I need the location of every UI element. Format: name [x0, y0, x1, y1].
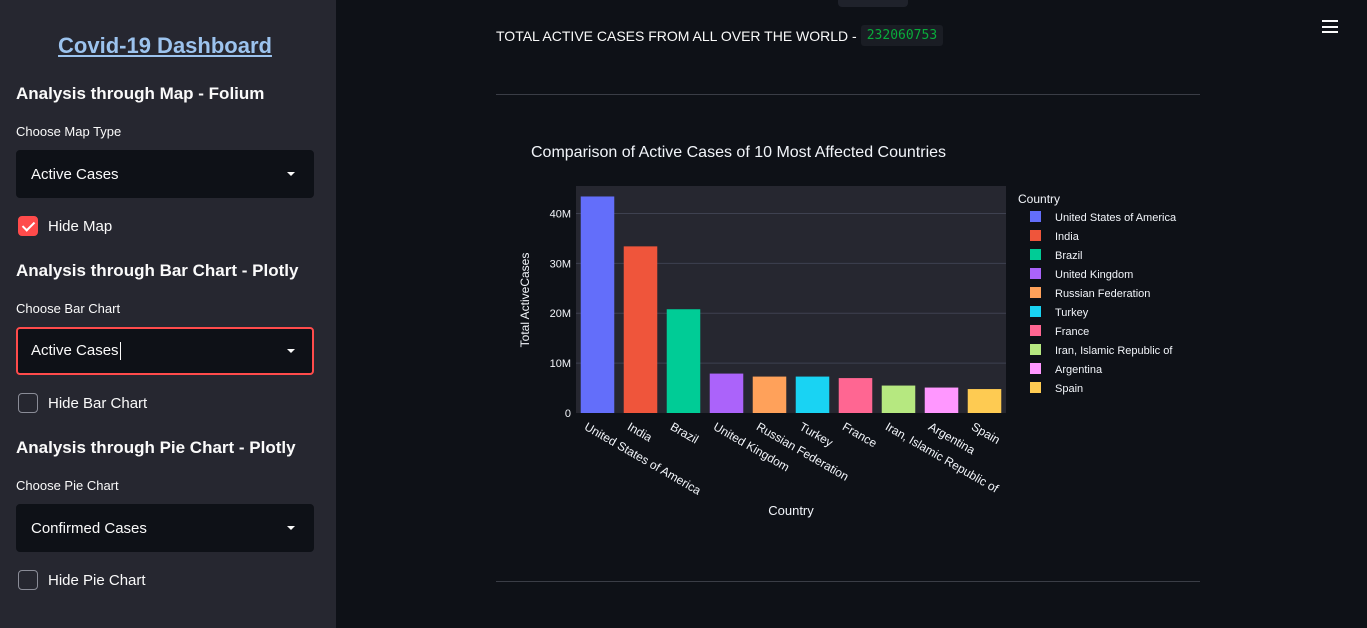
hide-map-checkbox[interactable]	[18, 216, 38, 236]
bar[interactable]	[709, 373, 744, 413]
bar[interactable]	[967, 389, 1002, 413]
map-type-select[interactable]: Active Cases	[16, 150, 314, 198]
pie-chart-select[interactable]: Confirmed Cases	[16, 504, 314, 552]
divider	[496, 94, 1200, 95]
legend-item[interactable]: India	[1055, 231, 1080, 243]
bar[interactable]	[623, 246, 658, 413]
hide-pie-chart-label: Hide Pie Chart	[48, 571, 146, 589]
y-tick-label: 10M	[550, 358, 571, 370]
total-active-cases-value: 232060753	[860, 25, 944, 46]
x-tick-label: Brazil	[668, 419, 701, 446]
map-type-select-value: Active Cases	[31, 165, 119, 183]
bar[interactable]	[924, 387, 959, 413]
status-widget-stub	[838, 0, 908, 7]
y-tick-label: 20M	[550, 308, 571, 320]
bar-chart-select[interactable]: Active Cases	[16, 327, 314, 375]
legend-swatch[interactable]	[1030, 249, 1041, 260]
y-tick-label: 30M	[550, 258, 571, 270]
legend-swatch[interactable]	[1030, 268, 1041, 279]
bar-section-heading: Analysis through Bar Chart - Plotly	[16, 261, 299, 280]
legend-swatch[interactable]	[1030, 382, 1041, 393]
chevron-down-icon	[287, 349, 295, 353]
y-axis-title: Total ActiveCases	[518, 253, 532, 348]
bar[interactable]	[795, 376, 830, 413]
hide-map-checkbox-row[interactable]: Hide Map	[18, 216, 112, 236]
map-section-heading: Analysis through Map - Folium	[16, 84, 265, 103]
pie-chart-label: Choose Pie Chart	[16, 478, 119, 493]
legend-swatch[interactable]	[1030, 211, 1041, 222]
hide-bar-chart-checkbox[interactable]	[18, 393, 38, 413]
legend-swatch[interactable]	[1030, 363, 1041, 374]
bar[interactable]	[838, 378, 873, 413]
legend-swatch[interactable]	[1030, 325, 1041, 336]
chart-title: Comparison of Active Cases of 10 Most Af…	[531, 144, 946, 161]
sidebar: Covid-19 Dashboard Analysis through Map …	[0, 0, 336, 628]
hide-map-label: Hide Map	[48, 217, 113, 235]
total-active-cases-label: TOTAL ACTIVE CASES FROM ALL OVER THE WOR…	[496, 27, 857, 44]
x-tick-label: United Kingdom	[711, 419, 792, 474]
legend-item[interactable]: Spain	[1055, 383, 1083, 395]
legend-item[interactable]: United Kingdom	[1055, 269, 1133, 281]
divider	[496, 581, 1200, 582]
hide-bar-chart-label: Hide Bar Chart	[48, 394, 148, 412]
text-cursor	[119, 342, 121, 361]
y-tick-label: 0	[565, 408, 571, 420]
hide-bar-chart-checkbox-row[interactable]: Hide Bar Chart	[18, 393, 147, 413]
legend-item[interactable]: Brazil	[1055, 250, 1083, 262]
legend-swatch[interactable]	[1030, 230, 1041, 241]
map-type-label: Choose Map Type	[16, 124, 122, 139]
legend-title: Country	[1018, 192, 1060, 206]
legend-item[interactable]: Russian Federation	[1055, 288, 1150, 300]
pie-section-heading: Analysis through Pie Chart - Plotly	[16, 438, 296, 457]
bar-chart-svg: Comparison of Active Cases of 10 Most Af…	[518, 144, 1177, 518]
legend-item[interactable]: Iran, Islamic Republic of	[1055, 345, 1173, 357]
bar[interactable]	[881, 385, 916, 413]
pie-chart-select-value: Confirmed Cases	[31, 519, 147, 537]
x-axis-title: Country	[768, 503, 814, 518]
hamburger-menu-icon[interactable]	[1322, 20, 1338, 34]
hide-pie-chart-checkbox[interactable]	[18, 570, 38, 590]
chevron-down-icon	[287, 172, 295, 176]
legend-swatch[interactable]	[1030, 344, 1041, 355]
bar[interactable]	[752, 376, 787, 413]
y-tick-label: 40M	[550, 208, 571, 220]
x-tick-label: India	[625, 419, 655, 444]
legend-item[interactable]: Argentina	[1055, 364, 1103, 376]
total-active-cases: TOTAL ACTIVE CASES FROM ALL OVER THE WOR…	[496, 25, 944, 46]
bar[interactable]	[580, 196, 615, 413]
legend-swatch[interactable]	[1030, 287, 1041, 298]
bar-chart-label: Choose Bar Chart	[16, 301, 121, 316]
bar[interactable]	[666, 309, 701, 413]
chevron-down-icon	[287, 526, 295, 530]
bar-chart: Comparison of Active Cases of 10 Most Af…	[496, 120, 1200, 540]
hide-pie-chart-checkbox-row[interactable]: Hide Pie Chart	[18, 570, 146, 590]
legend-item[interactable]: Turkey	[1055, 307, 1089, 319]
x-tick-label: France	[840, 419, 880, 450]
bar-chart-select-value: Active Cases	[31, 341, 119, 359]
app-title-link[interactable]: Covid-19 Dashboard	[58, 33, 272, 58]
legend-item[interactable]: United States of America	[1055, 212, 1177, 224]
legend-item[interactable]: France	[1055, 326, 1089, 338]
legend-swatch[interactable]	[1030, 306, 1041, 317]
